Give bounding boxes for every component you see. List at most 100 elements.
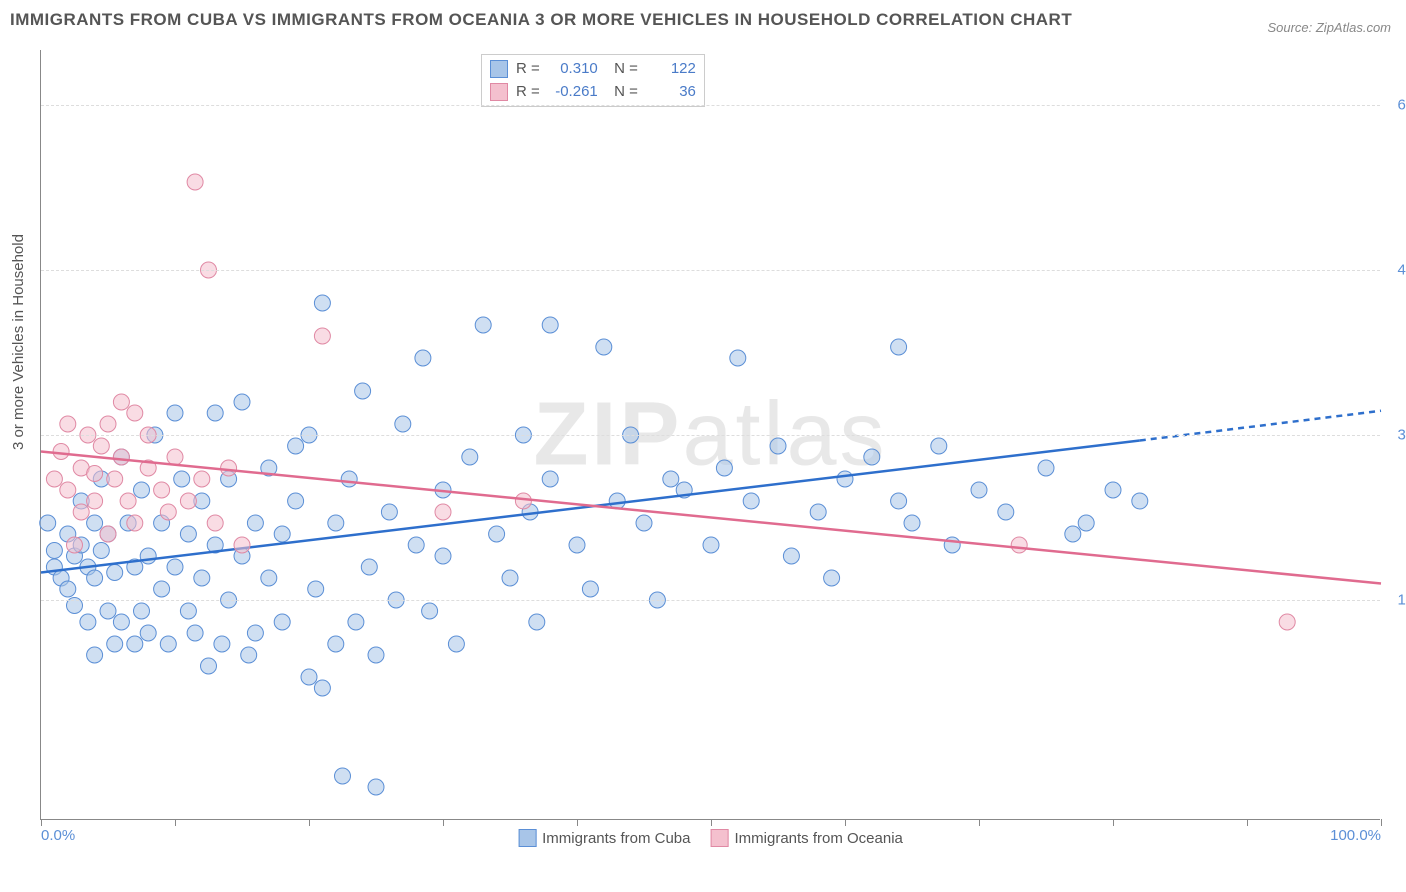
scatter-point (214, 636, 230, 652)
x-tick-mark (309, 819, 310, 826)
scatter-point (167, 449, 183, 465)
scatter-point (180, 493, 196, 509)
scatter-point (891, 339, 907, 355)
scatter-point (73, 504, 89, 520)
gridline-horizontal (41, 435, 1380, 436)
scatter-point (140, 548, 156, 564)
scatter-point (1078, 515, 1094, 531)
scatter-point (194, 570, 210, 586)
r-label: R = (516, 58, 540, 81)
scatter-point (837, 471, 853, 487)
scatter-point (824, 570, 840, 586)
scatter-point (93, 438, 109, 454)
scatter-point (167, 405, 183, 421)
legend-swatch (490, 60, 508, 78)
scatter-point (931, 438, 947, 454)
scatter-point (167, 559, 183, 575)
scatter-point (274, 526, 290, 542)
scatter-point (127, 405, 143, 421)
scatter-point (234, 537, 250, 553)
scatter-point (314, 328, 330, 344)
scatter-point (87, 515, 103, 531)
scatter-point (67, 537, 83, 553)
x-tick-mark (979, 819, 980, 826)
scatter-point (636, 515, 652, 531)
scatter-point (80, 614, 96, 630)
scatter-point (596, 339, 612, 355)
scatter-point (241, 647, 257, 663)
x-tick-mark (1381, 819, 1382, 826)
r-value: -0.261 (548, 81, 598, 104)
scatter-point (542, 317, 558, 333)
scatter-point (864, 449, 880, 465)
x-tick-mark (845, 819, 846, 826)
scatter-point (368, 779, 384, 795)
scatter-point (301, 669, 317, 685)
x-tick-mark (577, 819, 578, 826)
y-tick-label: 60.0% (1397, 97, 1406, 114)
x-tick-label: 0.0% (41, 827, 75, 844)
scatter-point (194, 471, 210, 487)
x-tick-mark (443, 819, 444, 826)
stats-row: R =0.310 N =122 (490, 58, 696, 81)
scatter-point (1011, 537, 1027, 553)
gridline-horizontal (41, 105, 1380, 106)
scatter-point (1038, 460, 1054, 476)
scatter-point (328, 515, 344, 531)
scatter-point (113, 394, 129, 410)
trend-line-extension (1140, 411, 1381, 441)
scatter-point (107, 565, 123, 581)
scatter-point (475, 317, 491, 333)
scatter-point (355, 383, 371, 399)
scatter-point (1105, 482, 1121, 498)
scatter-point (46, 471, 62, 487)
scatter-point (904, 515, 920, 531)
scatter-point (335, 768, 351, 784)
legend-swatch (490, 83, 508, 101)
scatter-point (87, 493, 103, 509)
x-tick-mark (41, 819, 42, 826)
scatter-point (341, 471, 357, 487)
scatter-point (422, 603, 438, 619)
legend-item: Immigrants from Oceania (710, 829, 902, 847)
scatter-point (435, 548, 451, 564)
scatter-point (160, 504, 176, 520)
scatter-point (314, 295, 330, 311)
correlation-stats-box: R =0.310 N =122R =-0.261 N =36 (481, 54, 705, 107)
stats-row: R =-0.261 N =36 (490, 81, 696, 104)
scatter-point (891, 493, 907, 509)
scatter-point (60, 581, 76, 597)
r-value: 0.310 (548, 58, 598, 81)
scatter-point (180, 526, 196, 542)
scatter-point (448, 636, 464, 652)
scatter-point (160, 636, 176, 652)
scatter-point (221, 460, 237, 476)
scatter-point (783, 548, 799, 564)
scatter-point (113, 614, 129, 630)
scatter-point (53, 444, 69, 460)
scatter-point (127, 636, 143, 652)
x-tick-mark (1247, 819, 1248, 826)
x-tick-mark (175, 819, 176, 826)
scatter-point (408, 537, 424, 553)
scatter-point (180, 603, 196, 619)
scatter-point (703, 537, 719, 553)
scatter-point (234, 394, 250, 410)
scatter-point (134, 603, 150, 619)
bottom-legend: Immigrants from CubaImmigrants from Ocea… (518, 829, 903, 847)
scatter-point (154, 581, 170, 597)
scatter-point (502, 570, 518, 586)
scatter-point (247, 625, 263, 641)
x-tick-label: 100.0% (1330, 827, 1381, 844)
scatter-point (187, 174, 203, 190)
scatter-point (100, 603, 116, 619)
scatter-point (515, 493, 531, 509)
scatter-point (140, 625, 156, 641)
scatter-point (489, 526, 505, 542)
x-tick-mark (711, 819, 712, 826)
scatter-point (542, 471, 558, 487)
n-label: N = (606, 58, 638, 81)
legend-label: Immigrants from Oceania (734, 830, 902, 847)
scatter-point (46, 543, 62, 559)
scatter-point (154, 482, 170, 498)
